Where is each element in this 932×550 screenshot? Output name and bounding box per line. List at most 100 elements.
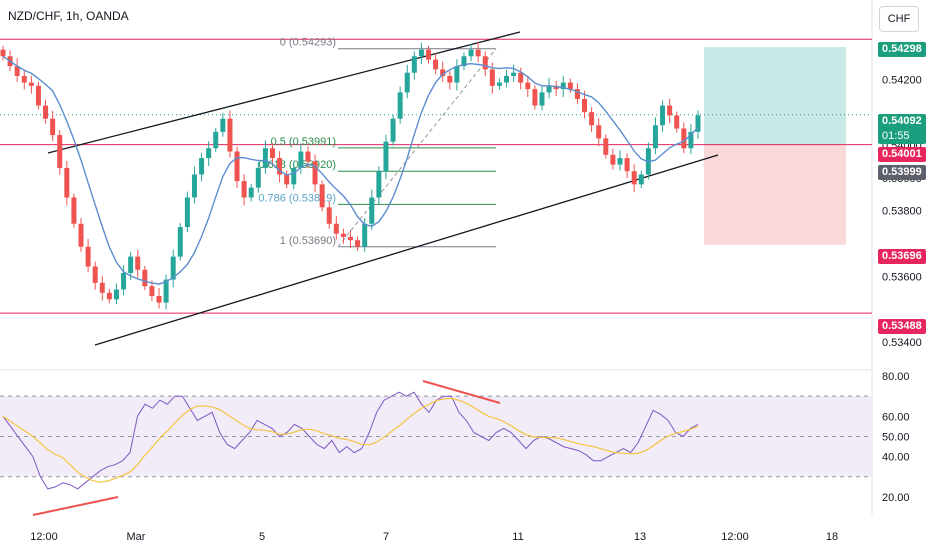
channel-lower-line [94, 154, 719, 346]
candle-body [92, 266, 98, 283]
candle-body [525, 82, 531, 90]
candle-body [433, 59, 439, 70]
fib-level-label: 1 (0.53690) [280, 235, 336, 247]
candle-body [355, 240, 361, 247]
candle-body [468, 49, 474, 57]
fib-level-label: 0.618 (0.53920) [258, 159, 336, 171]
candle-body [447, 75, 453, 83]
candle-body [617, 158, 623, 165]
candle-body [305, 151, 311, 162]
horizontal-line-price-tag: 0.54001 [878, 147, 926, 162]
candle-body [333, 223, 339, 234]
candle-body [14, 66, 20, 76]
candle-body [589, 112, 595, 126]
candle-body [369, 197, 375, 224]
time-axis-tick: 5 [259, 531, 265, 543]
candle-body [135, 256, 141, 270]
rsi-line [2, 391, 699, 490]
take-profit-zone [704, 47, 846, 145]
candle-body [482, 56, 488, 70]
candle-body [688, 131, 694, 149]
candle-body [298, 151, 304, 168]
candle-body [277, 158, 283, 175]
candle-body [504, 75, 510, 83]
price-axis-tick: 0.53800 [882, 206, 922, 218]
rsi-axis-tick: 50.00 [882, 431, 910, 443]
candle-body [184, 197, 190, 228]
candle-body [255, 167, 261, 188]
candle-body [454, 66, 460, 83]
candle-body [142, 269, 148, 287]
candle-body [610, 154, 616, 165]
candle-body [660, 105, 666, 126]
rsi-divergence-line [422, 380, 501, 404]
candle-body [340, 233, 346, 237]
candle-body [532, 89, 538, 106]
candle-body [213, 131, 219, 149]
fib-level-label: 0.786 (0.53819) [258, 192, 336, 204]
last-price-tag: 0.53999 [878, 165, 926, 180]
candle-body [234, 151, 240, 182]
candle-body [106, 292, 112, 300]
candle-body [546, 85, 552, 93]
stop-loss-price-tag: 0.53696 [878, 249, 926, 264]
candle-body [326, 207, 332, 224]
candle-body [695, 115, 701, 132]
candle-body [220, 118, 226, 132]
time-axis-tick: 13 [634, 531, 646, 543]
candle-body [440, 69, 446, 76]
candle-body [262, 148, 268, 168]
candle-body [560, 82, 566, 90]
candle-body [348, 236, 353, 241]
candle-body [170, 256, 176, 280]
symbol-title: NZD/CHF, 1h, OANDA [8, 9, 129, 23]
channel-upper-line [47, 31, 521, 154]
candle-body [496, 82, 502, 86]
rsi-axis-tick: 80.00 [882, 371, 910, 383]
current-price-tag: 0.54092 01:55 [878, 114, 926, 144]
candle-body [376, 171, 382, 198]
candle-body [85, 246, 91, 267]
candle-body [128, 256, 134, 274]
candle-body [28, 82, 34, 86]
candle-body [383, 141, 389, 172]
fib-level-label: 0 (0.54293) [280, 37, 336, 49]
candle-body [177, 227, 183, 257]
candle-body [78, 223, 84, 247]
candle-countdown: 01:55 [882, 130, 910, 142]
candle-body [227, 118, 233, 152]
candle-body [149, 286, 155, 297]
candle-body [681, 128, 687, 149]
current-price-value: 0.54092 [882, 115, 922, 127]
stop-loss-zone [704, 144, 846, 245]
candle-body [596, 125, 602, 139]
candle-body [461, 56, 467, 67]
price-axis-tick: 0.53400 [882, 337, 922, 349]
candle-body [248, 187, 254, 198]
candle-body [206, 148, 212, 159]
candle-body [241, 181, 247, 198]
candle-body [603, 138, 609, 155]
candle-body [553, 85, 559, 90]
currency-button[interactable]: CHF [879, 6, 919, 32]
rsi-axis-tick: 60.00 [882, 411, 910, 423]
candle-body [390, 118, 396, 142]
support-price-tag: 0.53488 [878, 319, 926, 334]
candle-body [156, 296, 162, 303]
candle-body [475, 49, 481, 57]
candle-body [0, 49, 6, 57]
take-profit-price-tag: 0.54298 [878, 42, 926, 57]
fib-trend-line [337, 48, 497, 248]
candle-body [574, 89, 580, 99]
time-axis-tick: 12:00 [30, 531, 58, 543]
candle-body [674, 115, 680, 129]
time-axis-tick: 11 [512, 531, 523, 543]
fib-level-label: 0.5 (0.53991) [271, 136, 336, 148]
candle-body [489, 69, 495, 86]
candle-body [199, 158, 205, 175]
candle-body [163, 279, 169, 303]
candle-body [113, 289, 119, 300]
time-axis-tick: 18 [826, 531, 838, 543]
candle-body [667, 105, 673, 116]
